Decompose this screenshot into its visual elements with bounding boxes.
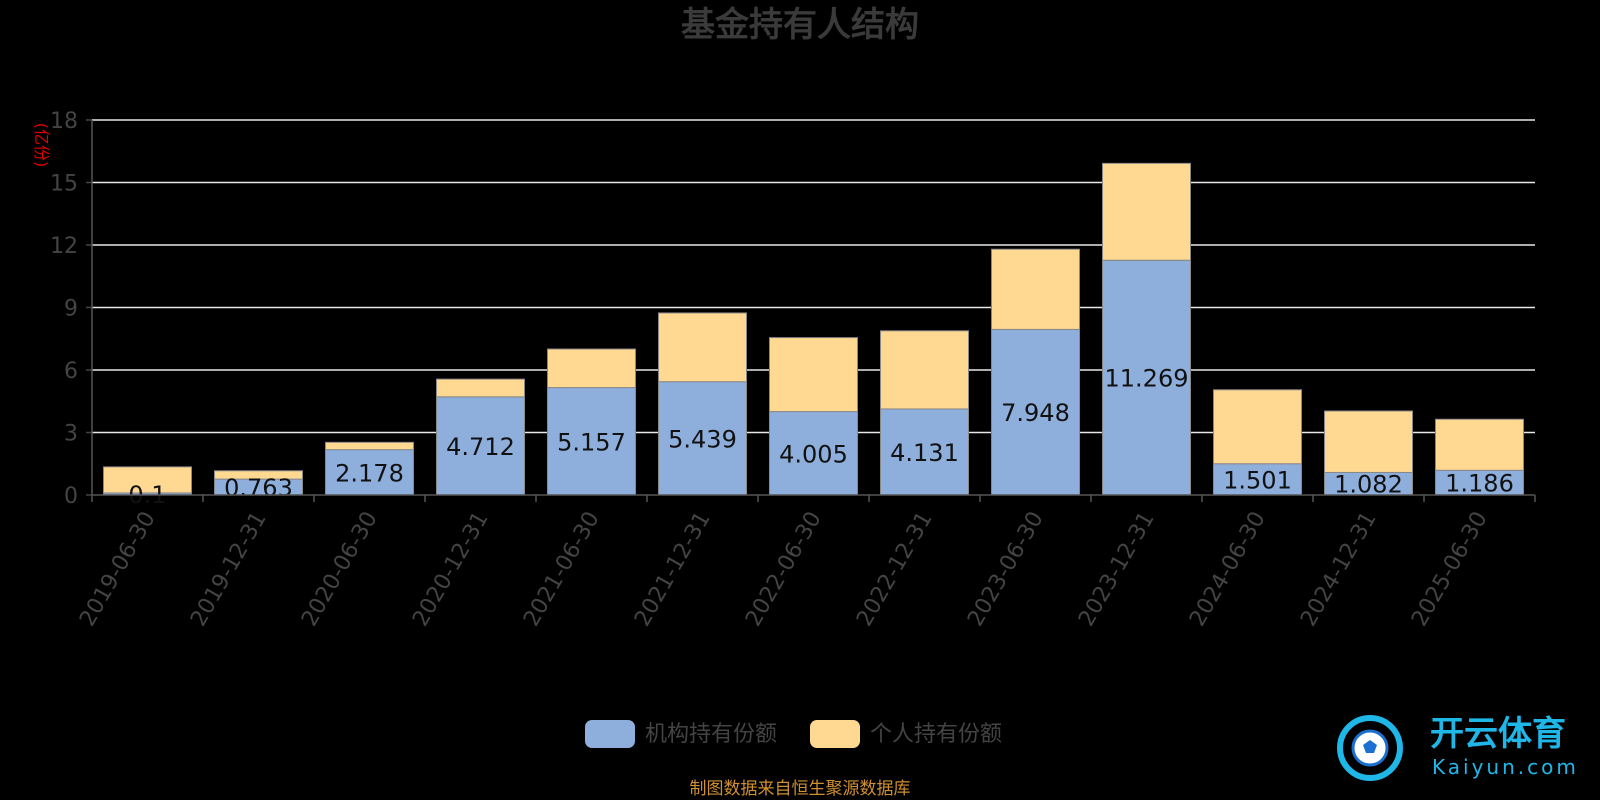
legend-swatch-institutional — [585, 720, 635, 748]
bar-individual[interactable] — [214, 470, 303, 480]
y-tick-label: 15 — [50, 172, 78, 197]
bar-value-label: 4.712 — [446, 433, 515, 461]
bar-value-label: 11.269 — [1105, 365, 1189, 393]
bar-individual[interactable] — [880, 330, 969, 410]
legend-label-institutional: 机构持有份额 — [645, 722, 777, 747]
bar-value-label: 0.763 — [224, 474, 293, 502]
bar-individual[interactable] — [991, 248, 1080, 330]
legend[interactable]: 机构持有份额 个人持有份额 — [585, 720, 1002, 748]
bar-value-label: 2.178 — [335, 459, 404, 487]
soccer-ball-icon — [1337, 715, 1403, 781]
y-axis-unit: (亿份) — [32, 123, 51, 168]
watermark-domain: Kaiyun.com — [1432, 755, 1579, 779]
x-tick-label: 2021-12-31 — [630, 508, 716, 631]
legend-swatch-individual — [810, 720, 860, 748]
watermark-name: 开云体育 — [1430, 714, 1566, 754]
bar-individual[interactable] — [1213, 389, 1302, 465]
bar-value-label: 4.005 — [779, 440, 848, 468]
x-tick-label: 2022-06-30 — [741, 508, 827, 631]
bar-institutional[interactable] — [769, 411, 858, 496]
watermark-logo: 开云体育 Kaiyun.com — [1337, 714, 1579, 781]
x-tick-label: 2020-12-31 — [408, 508, 494, 631]
x-tick-label: 2022-12-31 — [852, 508, 938, 631]
x-tick-label: 2024-06-30 — [1185, 508, 1271, 631]
bar-institutional[interactable] — [1102, 259, 1191, 496]
x-tick-label: 2024-12-31 — [1296, 508, 1382, 631]
chart-title: 基金持有人结构 — [681, 5, 919, 45]
bar-value-label: 5.439 — [668, 425, 737, 453]
bar-value-label: 1.186 — [1445, 470, 1514, 498]
bar-value-label: 7.948 — [1001, 399, 1070, 427]
bar-individual[interactable] — [436, 378, 525, 398]
legend-item-institutional[interactable]: 机构持有份额 — [585, 720, 777, 748]
bar-individual[interactable] — [103, 466, 192, 494]
legend-label-individual: 个人持有份额 — [870, 722, 1002, 747]
bar-institutional[interactable] — [658, 381, 747, 496]
bar-value-label: 1.501 — [1223, 466, 1292, 494]
y-axis-ticks: 0 3 6 9 12 15 18 — [50, 109, 92, 509]
bar-value-label: 1.082 — [1334, 471, 1403, 499]
bar-individual[interactable] — [769, 337, 858, 413]
bar-value-label: 5.157 — [557, 428, 626, 456]
y-tick-label: 6 — [64, 359, 78, 384]
bar-individual[interactable] — [658, 312, 747, 383]
bar-individual[interactable] — [1324, 410, 1413, 473]
x-tick-label: 2025-06-30 — [1407, 508, 1493, 631]
x-tick-label: 2023-06-30 — [963, 508, 1049, 631]
x-tick-label: 2020-06-30 — [297, 508, 383, 631]
bar-individual[interactable] — [325, 441, 414, 451]
x-tick-label: 2021-06-30 — [519, 508, 605, 631]
data-source-note: 制图数据来自恒生聚源数据库 — [690, 779, 911, 799]
x-tick-label: 2019-06-30 — [75, 508, 161, 631]
bar-individual[interactable] — [1435, 418, 1524, 471]
y-tick-label: 18 — [50, 109, 78, 134]
bar-value-label: 4.131 — [890, 439, 959, 467]
x-axis — [91, 120, 1536, 502]
bar-individual[interactable] — [1102, 162, 1191, 261]
bars — [103, 162, 1524, 496]
y-tick-label: 0 — [64, 484, 78, 509]
bar-individual[interactable] — [547, 348, 636, 389]
y-tick-label: 9 — [64, 297, 78, 322]
legend-item-individual[interactable]: 个人持有份额 — [810, 720, 1002, 748]
bar-institutional[interactable] — [880, 408, 969, 496]
y-tick-label: 12 — [50, 234, 78, 259]
x-tick-label: 2019-12-31 — [186, 508, 272, 631]
bar-institutional[interactable] — [547, 387, 636, 496]
y-tick-label: 3 — [64, 422, 78, 447]
bar-institutional[interactable] — [1213, 463, 1302, 496]
x-axis-ticks: 2019-06-30 2019-12-31 2020-06-30 2020-12-31… — [75, 508, 1493, 631]
x-tick-label: 2023-12-31 — [1074, 508, 1160, 631]
bar-institutional[interactable] — [991, 328, 1080, 496]
bar-institutional[interactable] — [325, 449, 414, 496]
